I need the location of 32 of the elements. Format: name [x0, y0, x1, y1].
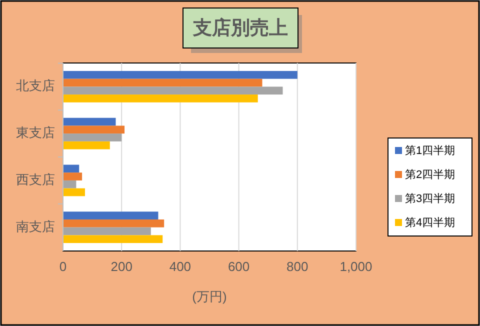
bar — [63, 180, 76, 188]
legend-label: 第4四半期 — [405, 216, 456, 229]
bar — [63, 188, 85, 196]
x-tick-label: 200 — [110, 259, 132, 274]
bar — [63, 86, 283, 95]
bar — [63, 227, 151, 236]
bar — [63, 172, 82, 180]
y-tick-label: 南支店 — [16, 218, 55, 234]
bar — [63, 164, 80, 173]
bar — [63, 235, 163, 244]
legend-label: 第2四半期 — [405, 168, 456, 181]
bar — [63, 118, 116, 126]
x-tick-label: 0 — [59, 259, 67, 274]
x-tick-label: 800 — [286, 259, 308, 274]
bar — [63, 78, 262, 87]
x-axis-title: (万円) — [192, 289, 227, 304]
legend-label: 第3四半期 — [405, 192, 456, 205]
y-tick-label: 東支店 — [16, 124, 55, 140]
bar — [63, 126, 125, 134]
chart-title: 支店別売上 — [192, 17, 288, 40]
x-tick-label: 600 — [228, 259, 250, 274]
bar — [63, 70, 298, 79]
bar — [63, 134, 122, 142]
bar — [63, 219, 164, 228]
legend-label: 第1四半期 — [405, 144, 456, 157]
x-tick-label: 400 — [169, 259, 192, 274]
y-tick-label: 西支店 — [16, 172, 55, 187]
bar — [63, 141, 110, 150]
x-tick-label: 1,000 — [340, 259, 372, 274]
y-tick-label: 北支店 — [16, 78, 55, 94]
bar — [63, 212, 158, 220]
bar — [63, 94, 258, 102]
